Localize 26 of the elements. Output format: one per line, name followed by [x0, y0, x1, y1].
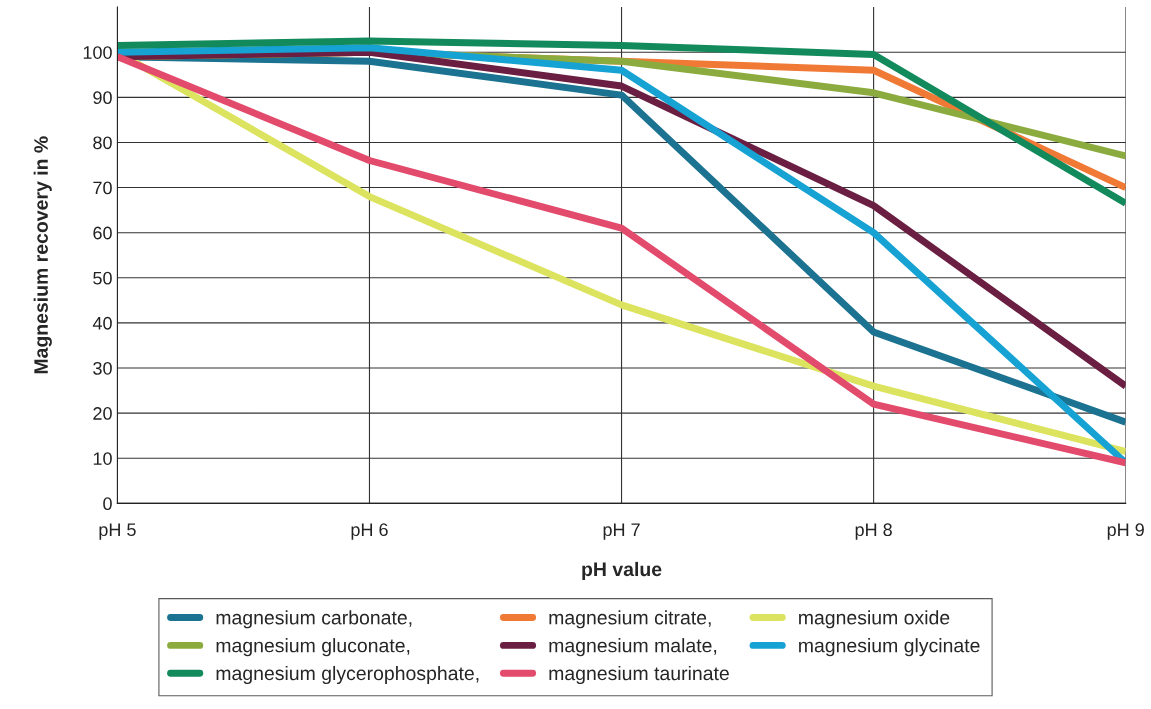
y-tick-label: 0: [103, 497, 112, 511]
y-tick-label: 60: [93, 226, 112, 240]
legend-label: magnesium malate,: [549, 638, 717, 657]
x-tick-label: pH 6: [351, 523, 388, 540]
y-tick-label: 100: [83, 46, 112, 59]
y-tick-label: 10: [93, 452, 112, 465]
y-axis-title: Magnesium recovery in %: [33, 136, 52, 374]
x-tick-label: pH 8: [855, 523, 892, 540]
x-tick-label: pH 5: [99, 523, 136, 540]
legend-label: magnesium carbonate,: [216, 610, 412, 629]
x-tick-label: pH 9: [1107, 523, 1144, 540]
legend-label: magnesium taurinate: [549, 665, 729, 685]
legend-label: magnesium glycerophosphate,: [216, 665, 479, 685]
y-tick-label: 40: [92, 316, 112, 330]
legend-label: magnesium gluconate,: [216, 638, 410, 657]
y-tick-label: 90: [93, 91, 112, 105]
y-tick-label: 70: [93, 181, 112, 195]
x-tick-label: pH 7: [603, 523, 640, 540]
y-tick-label: 20: [93, 407, 112, 420]
y-tick-label: 30: [93, 361, 112, 375]
legend-label: magnesium citrate,: [549, 610, 711, 629]
y-tick-label: 80: [93, 136, 112, 150]
y-tick-label: 50: [93, 271, 112, 285]
x-axis-title: pH value: [582, 561, 662, 581]
legend-label: magnesium oxide: [799, 610, 950, 629]
legend-label: magnesium glycinate: [799, 638, 980, 657]
